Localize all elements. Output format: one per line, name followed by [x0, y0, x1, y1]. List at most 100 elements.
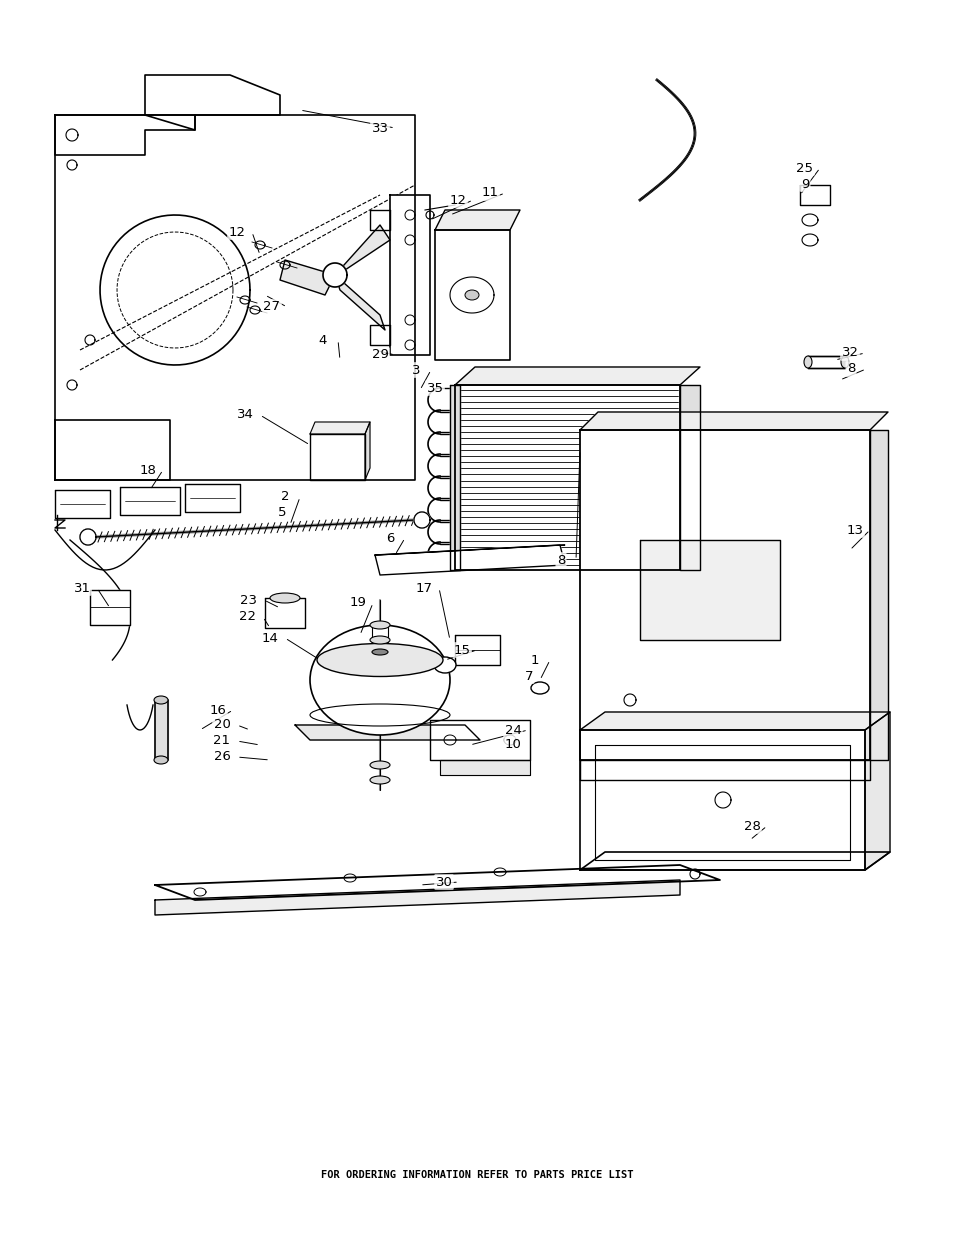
Polygon shape [154, 700, 168, 760]
Ellipse shape [153, 756, 168, 764]
Polygon shape [265, 598, 305, 629]
Text: 22: 22 [239, 610, 256, 624]
Polygon shape [335, 225, 390, 275]
Ellipse shape [464, 290, 478, 300]
Polygon shape [335, 275, 385, 330]
Polygon shape [55, 115, 194, 156]
Polygon shape [579, 713, 889, 730]
Polygon shape [375, 545, 564, 555]
Text: 29: 29 [371, 348, 388, 362]
Ellipse shape [370, 621, 390, 629]
Polygon shape [679, 385, 700, 571]
Polygon shape [154, 864, 720, 900]
Polygon shape [807, 356, 844, 368]
Polygon shape [55, 490, 110, 517]
Text: 4: 4 [318, 333, 327, 347]
Ellipse shape [841, 356, 848, 368]
Ellipse shape [153, 697, 168, 704]
Text: 8: 8 [846, 363, 854, 375]
Text: 6: 6 [385, 531, 394, 545]
Polygon shape [439, 760, 530, 776]
Text: 28: 28 [742, 820, 760, 832]
Polygon shape [455, 635, 499, 664]
Text: 16: 16 [210, 704, 226, 716]
Text: FOR ORDERING INFORMATION REFER TO PARTS PRICE LIST: FOR ORDERING INFORMATION REFER TO PARTS … [320, 1170, 633, 1179]
Polygon shape [864, 713, 889, 869]
Text: 12: 12 [229, 226, 245, 238]
Polygon shape [323, 263, 347, 287]
Polygon shape [280, 261, 335, 295]
Text: 10: 10 [504, 739, 521, 752]
Polygon shape [579, 852, 889, 869]
Polygon shape [365, 422, 370, 480]
Polygon shape [595, 745, 849, 860]
Text: 15: 15 [453, 643, 470, 657]
Ellipse shape [803, 356, 811, 368]
Text: 23: 23 [240, 594, 257, 606]
Polygon shape [435, 210, 519, 230]
Text: 35: 35 [426, 382, 443, 394]
Text: 34: 34 [236, 409, 253, 421]
Polygon shape [579, 412, 887, 430]
Polygon shape [579, 730, 864, 869]
Polygon shape [435, 230, 510, 359]
Text: 17: 17 [416, 582, 432, 594]
Polygon shape [375, 545, 564, 576]
Text: 12: 12 [449, 194, 466, 206]
Text: 2: 2 [280, 490, 289, 504]
Polygon shape [294, 725, 479, 740]
Text: 5: 5 [277, 506, 286, 520]
Ellipse shape [434, 657, 456, 673]
Text: 32: 32 [841, 347, 858, 359]
Polygon shape [579, 760, 869, 781]
Polygon shape [80, 529, 96, 545]
Polygon shape [370, 210, 390, 230]
Text: 21: 21 [213, 735, 231, 747]
Text: 24: 24 [504, 724, 521, 736]
Polygon shape [639, 540, 780, 640]
Polygon shape [145, 75, 280, 130]
Polygon shape [120, 487, 180, 515]
Text: 3: 3 [412, 363, 420, 377]
Text: 25: 25 [796, 162, 813, 174]
Text: 18: 18 [139, 463, 156, 477]
Polygon shape [310, 433, 365, 480]
Polygon shape [579, 430, 869, 760]
Text: 1: 1 [530, 653, 538, 667]
Polygon shape [390, 195, 430, 354]
Polygon shape [455, 385, 679, 571]
Polygon shape [450, 385, 459, 571]
Polygon shape [370, 325, 390, 345]
Text: 26: 26 [213, 751, 231, 763]
Ellipse shape [370, 776, 390, 784]
Text: 9: 9 [800, 178, 808, 190]
Polygon shape [800, 185, 829, 205]
Polygon shape [185, 484, 240, 513]
Ellipse shape [310, 625, 450, 735]
Text: 13: 13 [845, 524, 862, 536]
Polygon shape [154, 881, 679, 915]
Text: 14: 14 [261, 631, 278, 645]
Ellipse shape [270, 593, 299, 603]
Ellipse shape [316, 643, 442, 677]
Text: 20: 20 [213, 719, 231, 731]
Polygon shape [90, 590, 130, 625]
Text: 33: 33 [371, 121, 388, 135]
Polygon shape [869, 430, 887, 760]
Ellipse shape [372, 650, 388, 655]
Polygon shape [310, 422, 370, 433]
Polygon shape [55, 115, 415, 480]
Ellipse shape [531, 682, 548, 694]
Text: 7: 7 [524, 669, 533, 683]
Text: 27: 27 [263, 300, 280, 314]
Polygon shape [55, 420, 170, 480]
Text: 31: 31 [73, 582, 91, 594]
Polygon shape [455, 367, 700, 385]
Text: 11: 11 [481, 186, 498, 200]
Ellipse shape [370, 761, 390, 769]
Text: 19: 19 [349, 597, 366, 610]
Polygon shape [372, 625, 388, 645]
Text: 8: 8 [557, 553, 564, 567]
Polygon shape [430, 720, 530, 760]
Ellipse shape [370, 636, 390, 643]
